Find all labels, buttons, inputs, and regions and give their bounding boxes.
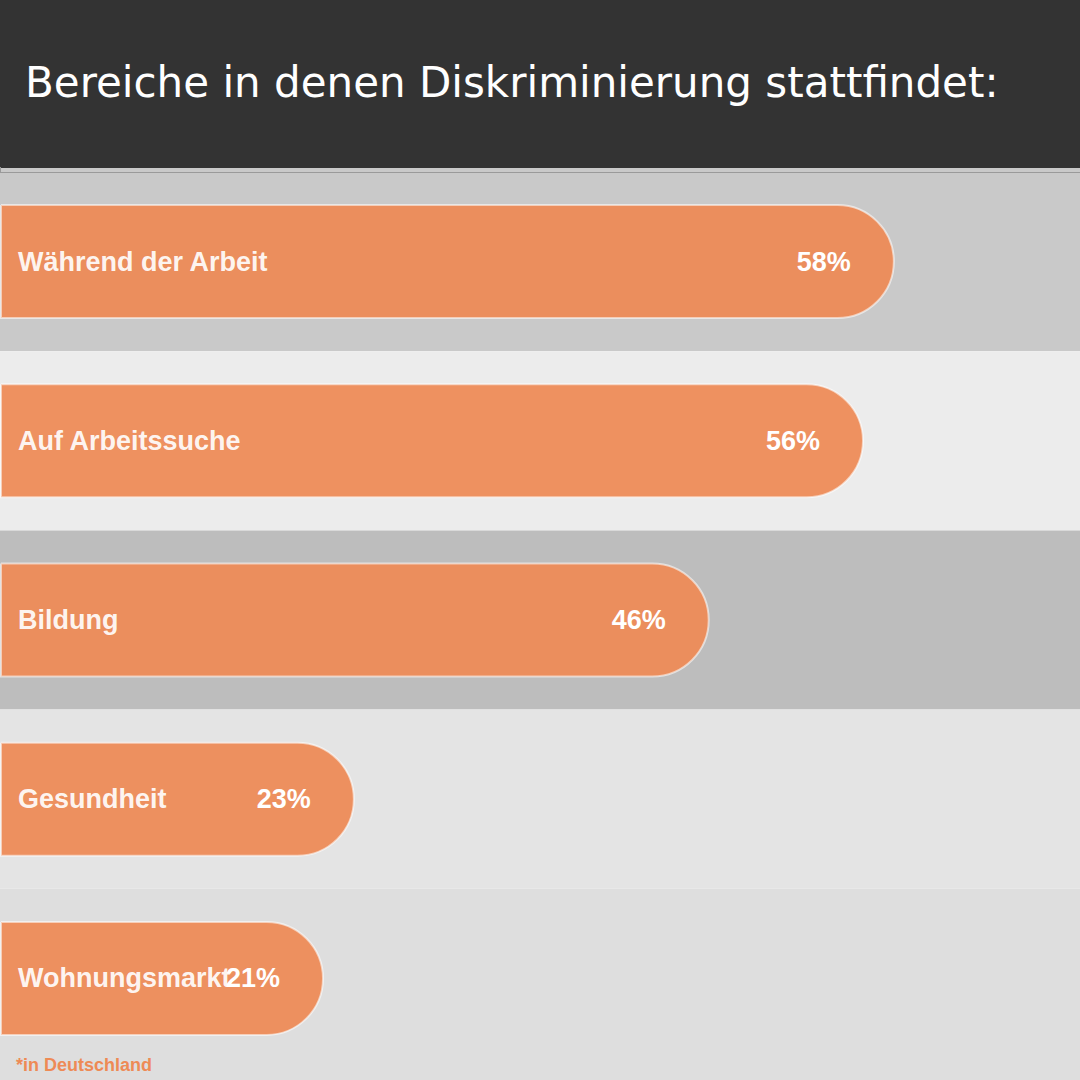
svg-text:58%: 58%	[797, 247, 851, 277]
svg-text:56%: 56%	[766, 426, 820, 456]
svg-text:Gesundheit: Gesundheit	[18, 784, 167, 814]
svg-text:*in Deutschland: *in Deutschland	[16, 1055, 152, 1075]
svg-text:46%: 46%	[612, 605, 666, 635]
svg-text:Bildung: Bildung	[18, 605, 118, 635]
svg-text:Während der Arbeit: Während der Arbeit	[18, 247, 268, 277]
svg-text:Bereiche in denen Diskriminier: Bereiche in denen Diskriminierung stattf…	[25, 58, 999, 107]
svg-text:Auf Arbeitssuche: Auf Arbeitssuche	[18, 426, 241, 456]
svg-text:23%: 23%	[257, 784, 311, 814]
svg-text:21%: 21%	[226, 963, 280, 993]
svg-text:Wohnungsmarkt: Wohnungsmarkt	[18, 963, 231, 993]
